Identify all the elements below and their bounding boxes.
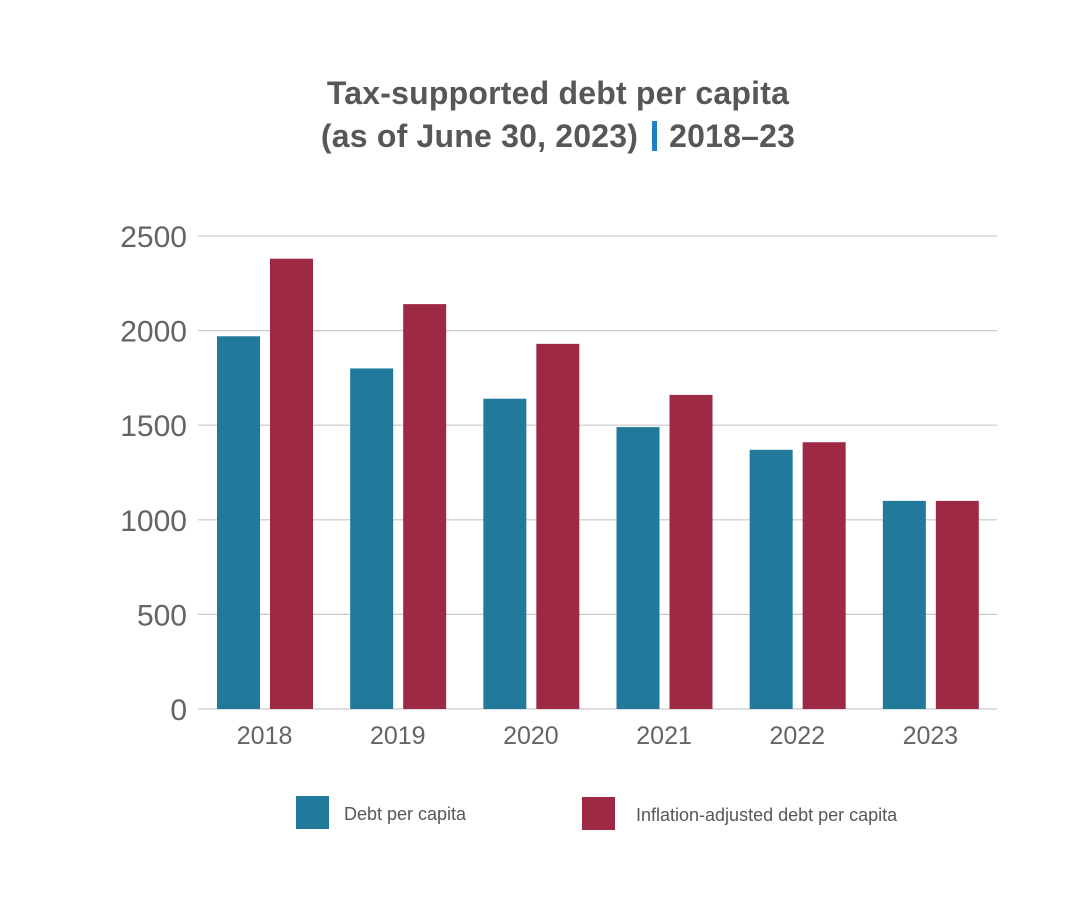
y-tick-label: 0 [170, 694, 187, 727]
x-axis-ticks: 2018 2019 2020 2021 2022 2023 [237, 722, 958, 750]
bar-inflation-adjusted-2018 [270, 258, 313, 709]
x-tick-label: 2020 [503, 722, 559, 750]
chart-title-range: 2018–23 [669, 118, 796, 154]
bar-inflation-adjusted-2023 [935, 500, 979, 709]
bar-debt-2019 [350, 368, 394, 709]
chart-title: Tax-supported debt per capita (as of Jun… [0, 72, 1090, 158]
x-tick-label: 2023 [903, 722, 959, 750]
legend-swatch [582, 797, 615, 830]
bar-inflation-adjusted-2021 [669, 394, 713, 709]
bar-inflation-adjusted-2019 [403, 304, 447, 709]
legend-label: Inflation-adjusted debt per capita [636, 805, 898, 825]
y-tick-label: 1000 [120, 505, 187, 538]
gridlines [198, 235, 997, 710]
y-tick-label: 1500 [120, 410, 187, 443]
x-tick-label: 2022 [769, 722, 825, 750]
legend-label: Debt per capita [344, 804, 467, 824]
bar-debt-2023 [882, 500, 926, 709]
bar-inflation-adjusted-2020 [536, 343, 580, 709]
chart-title-line1: Tax-supported debt per capita [326, 75, 790, 111]
bar-debt-2020 [483, 398, 527, 709]
y-tick-label: 500 [137, 599, 187, 632]
x-tick-label: 2018 [237, 722, 293, 750]
bar-debt-2021 [616, 427, 660, 709]
bar-debt-2022 [749, 449, 793, 709]
legend-swatch [296, 796, 329, 829]
chart-title-date: (as of June 30, 2023) [320, 118, 639, 154]
y-tick-label: 2000 [120, 316, 187, 349]
title-separator [652, 121, 658, 151]
y-axis-ticks: 0 500 1000 1500 2000 2500 [120, 221, 187, 727]
bar-inflation-adjusted-2022 [802, 442, 846, 709]
bar-debt-2018 [217, 336, 260, 709]
x-tick-label: 2021 [636, 722, 692, 750]
bars [217, 258, 979, 709]
x-tick-label: 2019 [370, 722, 426, 750]
legend: Debt per capita Inflation-adjusted debt p… [296, 796, 898, 830]
y-tick-label: 2500 [120, 221, 187, 254]
chart-title-line2: (as of June 30, 2023) 2018–23 [0, 115, 1090, 158]
